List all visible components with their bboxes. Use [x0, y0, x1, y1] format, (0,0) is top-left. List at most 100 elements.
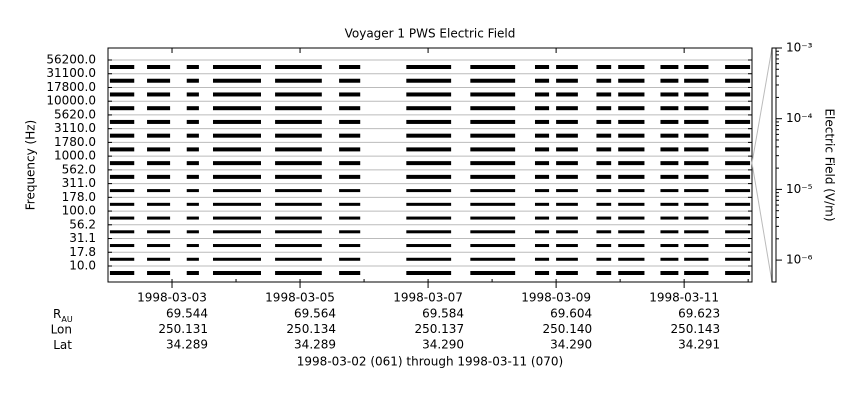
coverage-bar [109, 92, 135, 97]
coverage-bar [109, 216, 135, 220]
coverage-bar [406, 133, 452, 138]
coverage-bar [406, 106, 452, 111]
coverage-bar [406, 189, 452, 193]
coverage-bar [212, 244, 261, 248]
coverage-bar [725, 106, 751, 111]
coverage-bar [275, 147, 322, 152]
coverage-bar [470, 216, 516, 220]
colorbar-connector [751, 47, 773, 164]
coverage-bar [212, 230, 261, 234]
coverage-bar [534, 271, 550, 275]
coverage-bar [339, 189, 361, 193]
coverage-bar [596, 133, 612, 138]
coverage-bar [147, 271, 171, 275]
coverage-bar [186, 257, 199, 261]
coverage-bar [275, 216, 322, 220]
coverage-bar [596, 189, 612, 193]
coverage-bar [470, 189, 516, 193]
coverage-bar [147, 147, 171, 152]
coverage-bar [275, 78, 322, 83]
coverage-bar [275, 202, 322, 206]
coverage-bar [339, 147, 361, 152]
coverage-bar [618, 230, 645, 234]
coverage-bar [534, 147, 550, 152]
coverage-bar [470, 119, 516, 124]
coverage-bar [534, 92, 550, 97]
coverage-bar [186, 92, 199, 97]
coverage-bar [275, 65, 322, 69]
coverage-bar [725, 65, 751, 69]
coverage-bar [618, 271, 645, 275]
coverage-bar [406, 65, 452, 69]
coverage-bar [534, 161, 550, 166]
coverage-bar [556, 65, 578, 69]
coverage-bar [596, 147, 612, 152]
coverage-bar [406, 174, 452, 179]
coverage-bar [275, 271, 322, 275]
coverage-bar [556, 119, 578, 124]
coverage-bar [596, 257, 612, 261]
ephemeris-value: 250.140 [542, 322, 592, 336]
coverage-bar [684, 92, 709, 97]
coverage-bar [339, 78, 361, 83]
coverage-bar [470, 92, 516, 97]
ephemeris-label: Lon [51, 322, 72, 336]
coverage-bar [186, 174, 199, 179]
coverage-bar [470, 174, 516, 179]
coverage-bar [470, 106, 516, 111]
coverage-bar [684, 133, 709, 138]
coverage-bar [596, 202, 612, 206]
coverage-bar [618, 216, 645, 220]
coverage-bar [470, 230, 516, 234]
coverage-bar [406, 244, 452, 248]
coverage-bar [109, 133, 135, 138]
coverage-bar [556, 133, 578, 138]
colorbar-tick-label: 10⁻⁶ [786, 253, 813, 267]
coverage-bar [275, 257, 322, 261]
coverage-bar [725, 147, 751, 152]
x-tick-label: 1998-03-03 [137, 291, 207, 305]
coverage-bar [556, 244, 578, 248]
y-tick-label: 17800.0 [46, 80, 96, 94]
coverage-bar [596, 244, 612, 248]
coverage-bar [660, 133, 679, 138]
coverage-bar [339, 161, 361, 166]
coverage-bar [534, 189, 550, 193]
ephemeris-label: RAU [53, 307, 73, 324]
ephemeris-value: 34.289 [166, 338, 208, 352]
coverage-bar [660, 106, 679, 111]
coverage-bar [147, 78, 171, 83]
coverage-bar [212, 106, 261, 111]
coverage-bar [596, 78, 612, 83]
colorbar-tick-label: 10⁻⁴ [786, 111, 813, 125]
coverage-bar [470, 65, 516, 69]
coverage-bar [684, 244, 709, 248]
coverage-bar [725, 230, 751, 234]
coverage-bar [596, 174, 612, 179]
coverage-bar [186, 244, 199, 248]
ephemeris-value: 34.289 [294, 338, 336, 352]
ephemeris-value: 34.291 [678, 338, 720, 352]
ephemeris-value: 69.584 [422, 307, 464, 321]
coverage-bar [212, 174, 261, 179]
coverage-bar [596, 216, 612, 220]
coverage-bar [109, 106, 135, 111]
coverage-bar [147, 257, 171, 261]
coverage-bar [147, 202, 171, 206]
coverage-bar [660, 230, 679, 234]
coverage-bar [684, 147, 709, 152]
coverage-bar [275, 119, 322, 124]
coverage-bar [534, 257, 550, 261]
coverage-bar [147, 106, 171, 111]
coverage-bar [534, 119, 550, 124]
coverage-bar [186, 216, 199, 220]
coverage-bar [109, 244, 135, 248]
coverage-bar [684, 216, 709, 220]
coverage-bar [725, 161, 751, 166]
coverage-bar [186, 106, 199, 111]
y-tick-label: 10.0 [69, 259, 96, 273]
coverage-bar [406, 119, 452, 124]
coverage-bar [470, 271, 516, 275]
